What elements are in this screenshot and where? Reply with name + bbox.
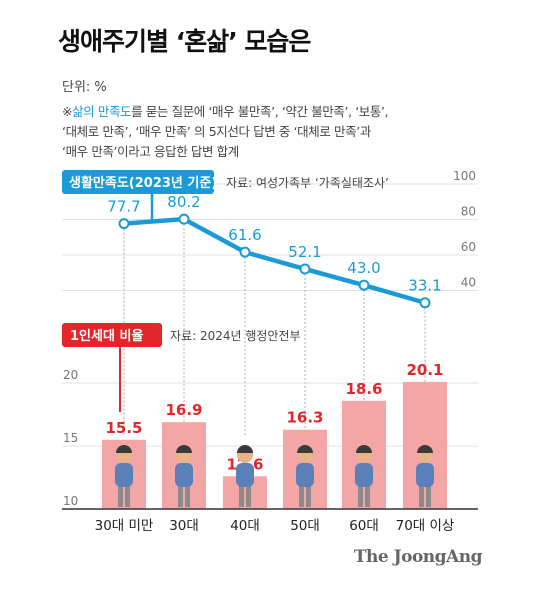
person-leg — [118, 485, 123, 507]
line-series — [123, 216, 426, 305]
line-value-label: 52.1 — [288, 243, 321, 261]
person-leg — [306, 485, 311, 507]
note-highlight: 삶의 만족도 — [72, 104, 132, 119]
x-category-label: 40대 — [230, 518, 260, 534]
line-value-label: 77.7 — [107, 198, 140, 216]
person-leg — [426, 485, 431, 507]
line-point — [358, 279, 370, 291]
bar-value-label: 16.3 — [286, 409, 323, 427]
bar-ytick-label: 20 — [63, 368, 78, 382]
note-line-3: ‘매우 만족’이라고 응답한 답변 합계 — [62, 144, 239, 159]
person-body — [416, 463, 434, 487]
person-hair — [417, 445, 433, 453]
line-ytick-label: 60 — [461, 240, 476, 254]
line-source-label: 자료: 여성가족부 ‘가족실태조사’ — [226, 176, 389, 190]
person-leg — [365, 485, 370, 507]
bar-value-label: 20.1 — [406, 361, 443, 379]
note-marker: ※ — [62, 104, 73, 119]
bar-ytick-label: 15 — [63, 431, 78, 445]
person-leg — [299, 485, 304, 507]
note-line-2: ‘대체로 만족’, ‘매우 만족’ 의 5지선다 답변 중 ‘대체로 만족’과 — [62, 124, 371, 139]
x-category-label: 60대 — [349, 518, 379, 534]
person-hair — [116, 445, 132, 453]
x-category-label: 50대 — [290, 518, 320, 534]
x-category-label: 30대 — [169, 518, 199, 534]
bar-header-label: 1인세대 비율 — [70, 328, 143, 344]
bar-ytick-label: 10 — [63, 494, 78, 508]
line-point — [178, 213, 190, 225]
line-ytick-label: 80 — [461, 205, 476, 219]
bar-header-pill — [62, 323, 162, 347]
note-line-1-rest: 를 묻는 질문에 ‘매우 불만족’, ‘약간 불만족’, ‘보통’, — [131, 104, 389, 119]
line-point — [299, 263, 311, 275]
person-leg — [358, 485, 363, 507]
person-hair — [297, 445, 313, 453]
person-leg — [178, 485, 183, 507]
line-header-pill — [62, 170, 214, 194]
line-value-label: 80.2 — [167, 193, 200, 211]
line-value-label: 61.6 — [228, 226, 261, 244]
person-body — [296, 463, 314, 487]
line-ytick-label: 40 — [461, 276, 476, 290]
line-point — [239, 246, 251, 258]
note-line-1: ※삶의 만족도를 묻는 질문에 ‘매우 불만족’, ‘약간 불만족’, ‘보통’… — [62, 101, 389, 120]
person-body — [175, 463, 193, 487]
x-category-label: 70대 이상 — [396, 518, 455, 534]
line-point — [419, 297, 431, 309]
unit-label: 단위: % — [62, 80, 107, 95]
line-ytick-label: 100 — [453, 169, 476, 183]
publisher-logo: The JoongAng — [353, 547, 483, 567]
person-body — [115, 463, 133, 487]
person-leg — [246, 485, 251, 507]
person-leg — [125, 485, 130, 507]
bar-value-label: 15.5 — [105, 419, 142, 437]
bar-value-label: 16.9 — [165, 401, 202, 419]
line-value-label: 43.0 — [347, 259, 380, 277]
line-value-label: 33.1 — [408, 277, 441, 295]
bar-source-label: 자료: 2024년 행정안전부 — [170, 328, 301, 343]
person-leg — [239, 485, 244, 507]
page-title: 생애주기별 ‘혼삶’ 모습은 — [58, 27, 311, 56]
person-leg — [185, 485, 190, 507]
person-hair — [176, 445, 192, 453]
person-body — [355, 463, 373, 487]
x-category-label: 30대 미만 — [95, 518, 154, 534]
line-header-label: 생활만족도(2023년 기준) — [69, 175, 217, 191]
person-hair — [356, 445, 372, 453]
line-point — [118, 218, 130, 230]
person-body — [236, 463, 254, 487]
person-leg — [419, 485, 424, 507]
bar-value-label: 18.6 — [345, 380, 382, 398]
person-hair — [237, 445, 253, 453]
